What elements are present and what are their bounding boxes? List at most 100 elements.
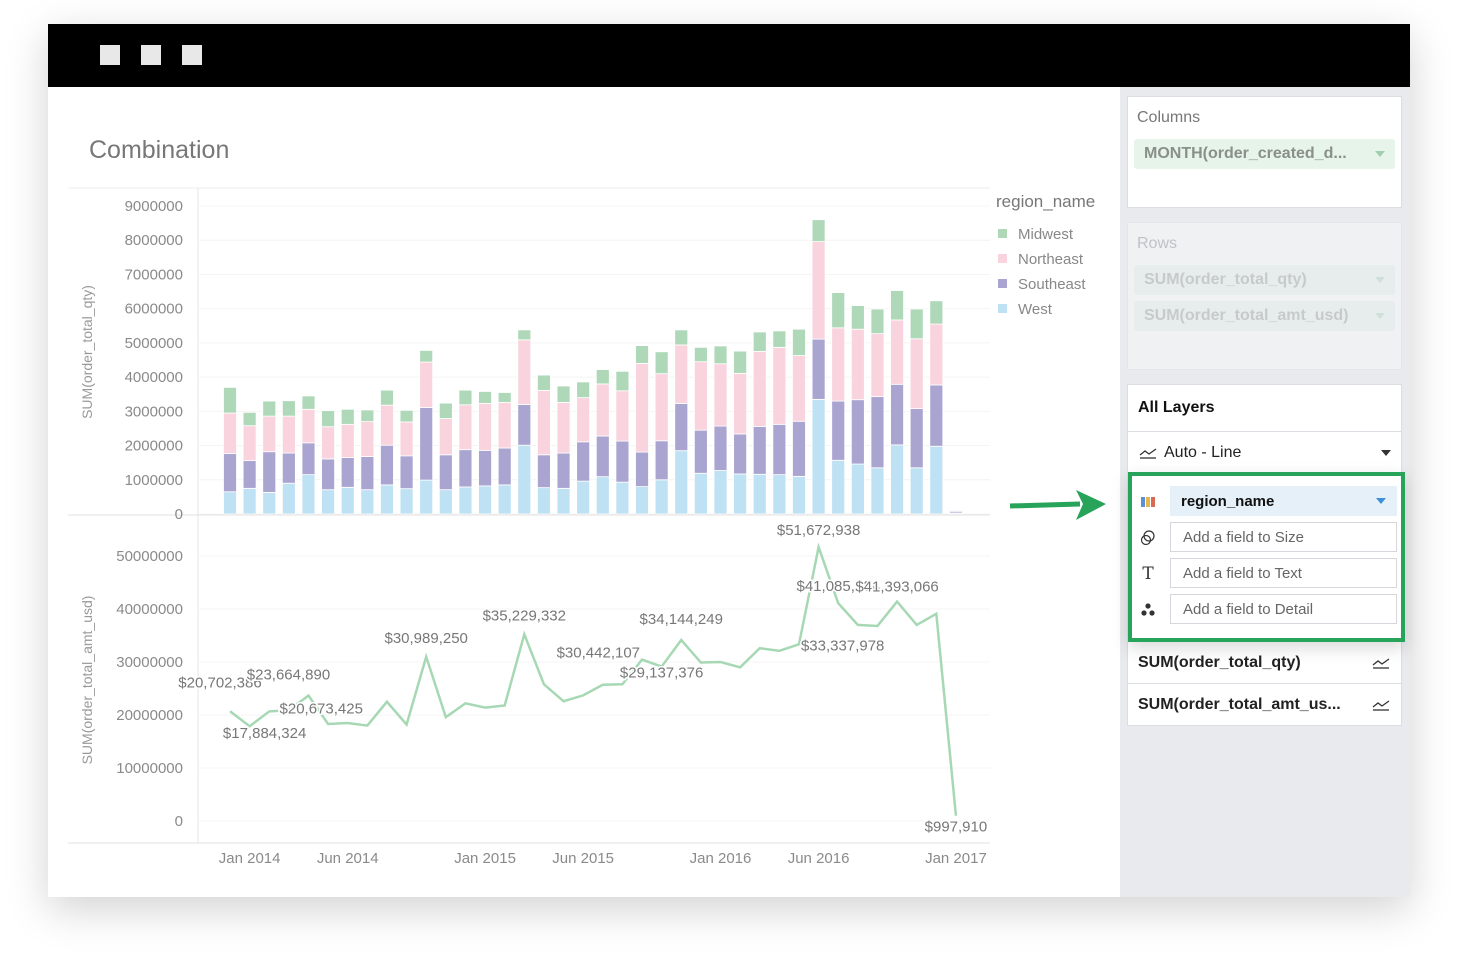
y-tick-label: 20000000	[116, 707, 183, 724]
window-control-icon[interactable]	[141, 45, 161, 65]
bar-segment-west	[595, 476, 610, 515]
y-tick-label: 3000000	[125, 403, 183, 420]
y-axis-title: SUM(order_total_amt_usd)	[79, 596, 95, 765]
detail-field-input[interactable]: Add a field to Detail	[1170, 594, 1397, 624]
data-label: $34,144,249	[640, 611, 723, 628]
bar-segment-northeast	[693, 361, 708, 431]
x-tick-label: Jun 2015	[552, 850, 614, 867]
bar-segment-midwest	[635, 345, 649, 364]
bar-segment-west	[458, 486, 473, 515]
bar-segment-southeast	[576, 441, 591, 482]
bar-segment-southeast	[615, 440, 630, 483]
layer-item[interactable]: SUM(order_total_qty)	[1128, 642, 1401, 684]
arrow-icon	[1009, 501, 1081, 509]
bar-segment-southeast	[772, 423, 787, 476]
chevron-down-icon[interactable]	[1376, 498, 1386, 504]
bar-segment-southeast	[517, 404, 532, 446]
rows-field-pill[interactable]: SUM(order_total_qty)	[1134, 265, 1395, 295]
bar-segment-southeast	[321, 458, 336, 491]
bar-segment-midwest	[615, 370, 630, 392]
bar-segment-northeast	[870, 333, 885, 398]
bar-segment-midwest	[850, 305, 865, 330]
bar-segment-northeast	[556, 402, 571, 454]
bar-segment-west	[321, 489, 336, 515]
bar-segment-northeast	[360, 421, 375, 457]
line-chart-icon[interactable]	[1371, 698, 1391, 712]
bar-segment-west	[674, 450, 689, 515]
bar-segment-southeast	[458, 449, 473, 488]
bar-segment-northeast	[321, 426, 336, 460]
bar-segment-northeast	[399, 421, 414, 457]
bar-segment-west	[281, 482, 296, 515]
y-tick-label: 7000000	[125, 266, 183, 283]
bar-segment-northeast	[478, 403, 492, 451]
data-label: $997,910	[925, 819, 988, 836]
bar-segment-west	[438, 489, 453, 515]
x-tick-label: Jan 2016	[690, 850, 752, 867]
bar-segment-southeast	[850, 399, 865, 465]
bar-segment-midwest	[792, 328, 806, 356]
bar-segment-midwest	[223, 386, 237, 414]
bar-segment-northeast	[380, 404, 394, 446]
window-control-icon[interactable]	[182, 45, 202, 65]
size-field-input[interactable]: Add a field to Size	[1170, 522, 1397, 552]
bar-segment-southeast	[281, 452, 296, 484]
bar-segment-southeast	[340, 457, 355, 488]
bar-segment-northeast	[909, 338, 924, 409]
bar-segment-southeast	[242, 460, 257, 489]
mark-type-label: Auto - Line	[1164, 443, 1242, 461]
color-icon	[1140, 494, 1156, 510]
bar-segment-midwest	[674, 329, 689, 346]
bar-segment-southeast	[223, 453, 237, 493]
bar-segment-midwest	[438, 402, 453, 419]
bar-segment-west	[301, 474, 316, 515]
bar-segment-midwest	[693, 346, 708, 363]
bar-segment-west	[772, 474, 787, 515]
bar-segment-southeast	[909, 408, 924, 469]
y-tick-label: 1000000	[125, 472, 183, 489]
bar-segment-southeast	[713, 425, 728, 471]
x-tick-label: Jun 2014	[317, 850, 379, 867]
bar-segment-northeast	[615, 390, 630, 442]
bar-segment-midwest	[262, 400, 277, 417]
x-tick-label: Jan 2017	[925, 850, 987, 867]
data-label: $30,989,250	[384, 630, 467, 647]
bar-segment-west	[615, 481, 630, 515]
revenue-line	[229, 542, 958, 816]
legend-item: Southeast	[1018, 276, 1086, 293]
bar-segment-west	[223, 491, 237, 515]
layer-label: SUM(order_total_qty)	[1138, 653, 1301, 671]
layer-item[interactable]: SUM(order_total_amt_us...	[1128, 684, 1401, 726]
bar-segment-northeast	[595, 383, 610, 437]
bar-segment-northeast	[654, 373, 669, 442]
bar-segment-west	[792, 475, 806, 515]
bar-segment-west	[399, 488, 414, 515]
bar-segment-northeast	[537, 390, 551, 456]
bar-segment-midwest	[419, 350, 434, 363]
y-tick-label: 4000000	[125, 369, 183, 386]
bar-segment-northeast	[792, 355, 806, 422]
bar-segment-midwest	[321, 410, 336, 428]
window-control-icon[interactable]	[100, 45, 120, 65]
rows-field-pill[interactable]: SUM(order_total_amt_usd)	[1134, 301, 1395, 331]
line-chart-icon[interactable]	[1371, 656, 1391, 670]
bar-segment-west	[380, 484, 394, 515]
color-field-dropdown[interactable]: region_name	[1170, 486, 1397, 516]
text-field-input[interactable]: Add a field to Text	[1170, 558, 1397, 588]
bar-segment-midwest	[909, 308, 924, 340]
chevron-down-icon[interactable]	[1381, 449, 1391, 456]
bar-segment-southeast	[380, 444, 394, 486]
data-label: $30,442,107	[557, 645, 640, 662]
bar-segment-northeast	[223, 412, 237, 454]
chevron-down-icon[interactable]	[1375, 277, 1385, 283]
chevron-down-icon[interactable]	[1375, 151, 1385, 157]
bar-segment-northeast	[752, 351, 767, 427]
bar-segment-southeast	[537, 454, 551, 489]
legend-swatch	[998, 229, 1007, 238]
chevron-down-icon[interactable]	[1375, 313, 1385, 319]
marks-highlight-box: region_name Add a field to Size T Add a …	[1128, 472, 1405, 642]
bar-segment-midwest	[733, 350, 748, 374]
bar-segment-west	[419, 479, 434, 515]
columns-field-pill[interactable]: MONTH(order_created_d...	[1134, 139, 1395, 169]
legend-item: Midwest	[1018, 226, 1074, 243]
